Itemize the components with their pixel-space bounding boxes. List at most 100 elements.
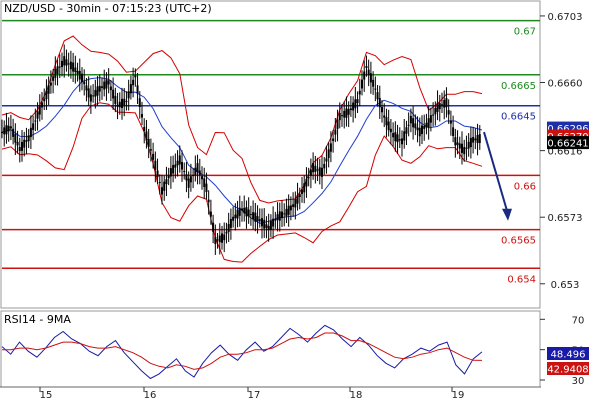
candle-body bbox=[232, 216, 235, 221]
candle-body bbox=[321, 167, 323, 177]
candle-body bbox=[285, 208, 288, 217]
candle-body bbox=[29, 127, 32, 138]
candle-body bbox=[423, 125, 426, 129]
price-y-axis: 0.6703 0.6660 0.6616 0.6573 0.653 bbox=[540, 12, 583, 291]
candle-body bbox=[87, 88, 90, 98]
candle-body bbox=[65, 59, 68, 66]
candle-body bbox=[387, 121, 390, 131]
candle-body bbox=[276, 214, 279, 221]
price-tag-label: 0.66241 bbox=[547, 139, 588, 150]
candle-body bbox=[123, 98, 126, 106]
candle-body bbox=[96, 86, 99, 96]
level-label: 0.6565 bbox=[501, 236, 536, 247]
candle-body bbox=[92, 95, 95, 97]
candle-body bbox=[216, 239, 219, 241]
candle-body bbox=[98, 85, 101, 92]
candle-body bbox=[56, 66, 59, 74]
candle-body bbox=[474, 138, 477, 141]
candle-body bbox=[272, 218, 275, 227]
candle-body bbox=[89, 94, 92, 102]
candle-body bbox=[443, 99, 446, 108]
candle-body bbox=[69, 61, 72, 70]
candle-body bbox=[192, 174, 195, 176]
candle-body bbox=[147, 138, 150, 147]
candle-body bbox=[194, 167, 197, 176]
candle-body bbox=[16, 141, 19, 146]
candle-body bbox=[314, 165, 317, 172]
candle-body bbox=[185, 174, 188, 181]
candle-body bbox=[183, 171, 186, 173]
candle-body bbox=[281, 211, 283, 219]
candle-body bbox=[21, 141, 23, 151]
candle-body bbox=[336, 119, 339, 129]
candle-body bbox=[154, 160, 157, 170]
candle-body bbox=[465, 147, 468, 149]
candle-body bbox=[343, 110, 346, 118]
candle-body bbox=[74, 67, 77, 72]
price-candles bbox=[1, 44, 481, 255]
candle-body bbox=[316, 169, 319, 171]
candle-body bbox=[229, 218, 232, 228]
candle-body bbox=[463, 147, 466, 155]
candle-body bbox=[358, 90, 361, 95]
rsi-tag-label: 42.9408 bbox=[547, 365, 588, 376]
price-tick-label: 0.653 bbox=[551, 280, 580, 291]
candle-body bbox=[198, 170, 201, 175]
candle-body bbox=[438, 103, 441, 110]
candle-body bbox=[305, 179, 308, 187]
candle-body bbox=[121, 98, 123, 109]
bollinger-bands bbox=[1, 35, 483, 263]
candle-body bbox=[341, 115, 343, 117]
candle-body bbox=[307, 177, 310, 179]
candle-body bbox=[369, 73, 372, 83]
candle-body bbox=[292, 204, 295, 207]
candle-body bbox=[454, 137, 457, 146]
candle-body bbox=[3, 127, 6, 135]
candle-body bbox=[427, 118, 430, 128]
candle-body bbox=[452, 127, 455, 136]
candle-body bbox=[247, 209, 250, 217]
level-label: 0.6645 bbox=[501, 112, 536, 123]
candle-body bbox=[445, 98, 448, 108]
candle-body bbox=[76, 70, 79, 74]
candle-body bbox=[227, 224, 230, 232]
candle-body bbox=[327, 149, 330, 159]
candle-body bbox=[414, 123, 417, 129]
candle-body bbox=[81, 73, 83, 83]
candle-body bbox=[392, 133, 395, 138]
candle-body bbox=[434, 107, 437, 115]
candle-body bbox=[83, 81, 86, 85]
candle-body bbox=[14, 133, 17, 143]
candle-body bbox=[118, 101, 121, 108]
candle-body bbox=[243, 207, 246, 214]
candle-body bbox=[149, 149, 152, 151]
candle-body bbox=[54, 68, 57, 78]
candle-body bbox=[196, 163, 199, 173]
candle-body bbox=[274, 219, 277, 221]
candle-body bbox=[163, 181, 166, 191]
candle-body bbox=[361, 79, 363, 89]
candle-body bbox=[209, 211, 212, 217]
candle-body bbox=[458, 143, 461, 149]
candle-body bbox=[78, 70, 81, 80]
candle-body bbox=[5, 125, 8, 135]
candle-body bbox=[189, 176, 192, 183]
candle-body bbox=[303, 183, 306, 193]
candle-body bbox=[352, 102, 355, 111]
candle-body bbox=[249, 214, 252, 216]
price-tick-label: 0.6616 bbox=[548, 147, 583, 158]
candle-body bbox=[263, 219, 266, 229]
candle-body bbox=[376, 92, 379, 100]
candle-body bbox=[238, 207, 241, 216]
candle-body bbox=[312, 163, 315, 173]
candle-body bbox=[85, 85, 88, 91]
candle-body bbox=[127, 91, 130, 99]
candle-body bbox=[409, 115, 412, 124]
candle-body bbox=[472, 136, 475, 143]
candle-body bbox=[23, 139, 26, 148]
candle-body bbox=[203, 178, 206, 188]
candle-body bbox=[152, 153, 155, 160]
candle-body bbox=[61, 60, 63, 68]
